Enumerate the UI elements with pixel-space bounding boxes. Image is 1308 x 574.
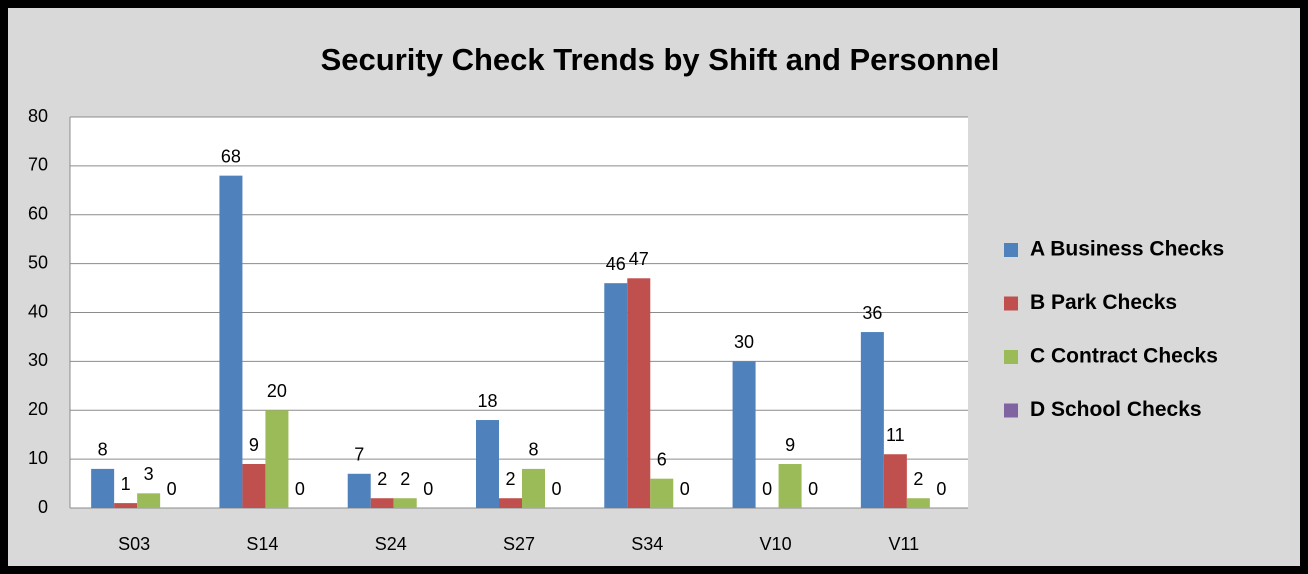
bar xyxy=(347,473,371,508)
legend-label: D School Checks xyxy=(1030,398,1202,421)
bar xyxy=(522,468,545,508)
data-label: 9 xyxy=(249,435,259,455)
data-label: 2 xyxy=(400,469,410,489)
bar xyxy=(370,498,394,508)
x-tick-label: V11 xyxy=(889,534,920,554)
data-label: 11 xyxy=(886,425,905,445)
bar xyxy=(137,493,161,508)
bar xyxy=(627,278,651,508)
bar xyxy=(219,175,243,508)
y-tick-label: 60 xyxy=(28,204,48,224)
y-tick-label: 20 xyxy=(28,399,48,419)
data-label: 0 xyxy=(423,479,433,499)
y-tick-label: 30 xyxy=(28,350,48,370)
bar xyxy=(476,420,499,508)
bar xyxy=(91,468,115,508)
data-label: 0 xyxy=(936,479,946,499)
y-tick-label: 10 xyxy=(28,448,48,468)
bar xyxy=(883,454,907,508)
legend-swatch xyxy=(1004,243,1018,257)
bar xyxy=(778,464,802,508)
legend-label: C Contract Checks xyxy=(1030,345,1218,368)
y-tick-label: 0 xyxy=(38,497,48,517)
data-label: 2 xyxy=(913,469,923,489)
data-label: 0 xyxy=(680,479,690,499)
y-tick-label: 50 xyxy=(28,252,48,272)
bar xyxy=(265,410,289,508)
legend-swatch xyxy=(1004,296,1018,311)
data-label: 8 xyxy=(98,440,108,460)
x-tick-label: S27 xyxy=(503,534,535,554)
data-label: 8 xyxy=(528,440,538,460)
data-label: 2 xyxy=(505,469,515,489)
legend-swatch xyxy=(1004,350,1018,364)
data-label: 18 xyxy=(477,391,497,411)
data-label: 30 xyxy=(734,332,754,352)
x-tick-label: S34 xyxy=(631,534,663,554)
data-label: 1 xyxy=(121,474,131,494)
legend-swatch xyxy=(1004,403,1018,418)
bar xyxy=(114,503,138,508)
data-label: 0 xyxy=(808,479,818,499)
bar xyxy=(732,361,756,508)
data-label: 0 xyxy=(762,479,772,499)
bar xyxy=(906,498,930,508)
chart-title: Security Check Trends by Shift and Perso… xyxy=(321,42,1000,77)
legend-label: B Park Checks xyxy=(1030,291,1177,314)
y-tick-label: 70 xyxy=(28,155,48,175)
x-tick-label: S24 xyxy=(375,534,407,554)
data-label: 68 xyxy=(221,146,241,166)
bar xyxy=(499,498,522,508)
data-label: 6 xyxy=(657,449,667,469)
data-label: 2 xyxy=(377,469,387,489)
y-tick-label: 80 xyxy=(28,106,48,126)
bar xyxy=(242,464,266,508)
bar xyxy=(860,332,884,508)
x-tick-label: S14 xyxy=(246,534,278,554)
bar xyxy=(393,498,417,508)
data-label: 0 xyxy=(167,479,177,499)
legend-label: A Business Checks xyxy=(1030,238,1224,261)
data-label: 7 xyxy=(354,445,364,465)
bar xyxy=(650,478,674,508)
data-label: 0 xyxy=(295,479,305,499)
bar xyxy=(604,283,628,508)
data-label: 47 xyxy=(629,249,649,269)
data-label: 36 xyxy=(862,303,882,323)
data-label: 9 xyxy=(785,435,795,455)
data-label: 3 xyxy=(144,464,154,484)
y-tick-label: 40 xyxy=(28,301,48,321)
x-tick-label: V10 xyxy=(760,534,792,554)
data-label: 20 xyxy=(267,381,287,401)
x-tick-label: S03 xyxy=(118,534,150,554)
data-label: 46 xyxy=(606,254,626,274)
data-label: 0 xyxy=(551,479,561,499)
